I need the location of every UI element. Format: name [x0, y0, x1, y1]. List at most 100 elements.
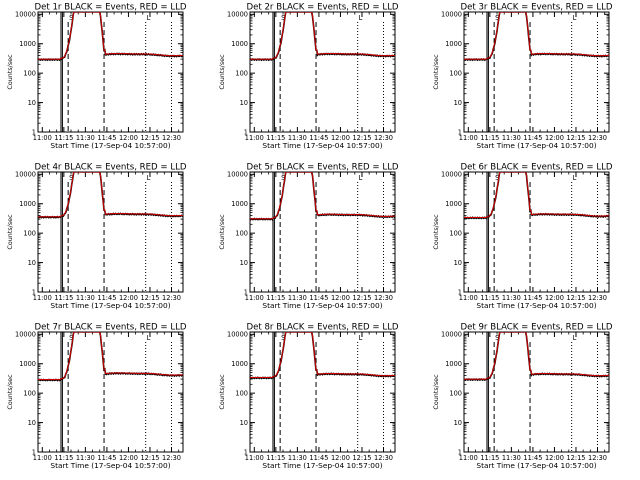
x-tick-label: 11:00 — [459, 134, 478, 142]
detector-panel-5: Det 5r BLACK = Events, RED = LLD 1 10 100 10… — [218, 163, 399, 311]
plot-frame — [37, 331, 184, 453]
x-tick-label: 11:15 — [266, 294, 285, 302]
y-tick-label: 100 — [235, 69, 248, 77]
y-axis-title: Counts/sec — [6, 374, 14, 410]
x-tick-label: 11:00 — [33, 294, 52, 302]
y-tick-label: 10000 — [441, 331, 462, 339]
marker-s: S — [495, 174, 499, 182]
lld-series-line — [464, 332, 609, 380]
panel-title: Det 7r BLACK = Events, RED = LLD — [34, 323, 186, 333]
detector-panel-8: Det 8r BLACK = Events, RED = LLD 1 10 100 10… — [218, 323, 399, 471]
y-tick-label: 10 — [28, 99, 36, 107]
x-tick-label: 12:15 — [566, 134, 585, 142]
y-axis-title: Counts/sec — [218, 214, 226, 250]
marker-s: S — [281, 174, 285, 182]
plot-frame — [463, 331, 610, 453]
y-tick-label: 1000 — [19, 200, 36, 208]
y-tick-label: 10 — [454, 259, 462, 267]
x-tick-label: 11:45 — [309, 454, 328, 462]
y-tick-label: 10000 — [15, 171, 36, 179]
y-tick-label: 10000 — [441, 11, 462, 19]
marker-l: L — [147, 14, 151, 22]
marker-l: L — [573, 14, 577, 22]
x-axis-title: Start Time (17-Sep-04 10:57:00) — [262, 141, 382, 150]
events-series-line — [250, 332, 395, 380]
x-tick-label: 12:30 — [374, 134, 393, 142]
y-tick-label: 1000 — [19, 40, 36, 48]
x-tick-label: 11:15 — [266, 454, 285, 462]
marker-l: L — [147, 174, 151, 182]
lld-series-line — [38, 172, 183, 218]
y-axis-title: Counts/sec — [432, 214, 440, 250]
y-tick-label: 1 — [32, 288, 36, 296]
y-tick-label: 100 — [235, 229, 248, 237]
marker-l: L — [359, 174, 363, 182]
y-tick-label: 10000 — [227, 171, 248, 179]
x-tick-label: 12:30 — [588, 294, 607, 302]
x-tick-label: 12:00 — [545, 454, 564, 462]
events-series-line — [464, 332, 609, 382]
events-series-line — [38, 172, 183, 219]
y-tick-label: 1000 — [231, 200, 248, 208]
events-series-line — [38, 12, 183, 62]
x-tick-label: 11:00 — [459, 454, 478, 462]
x-tick-label: 11:15 — [480, 454, 499, 462]
x-tick-label: 12:15 — [140, 454, 159, 462]
x-tick-label: 12:15 — [352, 134, 371, 142]
x-axis-title: Start Time (17-Sep-04 10:57:00) — [262, 301, 382, 310]
y-tick-label: 10000 — [227, 331, 248, 339]
marker-l: L — [573, 174, 577, 182]
panel-title: Det 3r BLACK = Events, RED = LLD — [460, 3, 612, 13]
x-tick-label: 11:45 — [97, 134, 116, 142]
x-tick-label: 12:15 — [566, 294, 585, 302]
y-tick-label: 100 — [449, 229, 462, 237]
y-tick-label: 100 — [449, 69, 462, 77]
y-tick-label: 1000 — [445, 200, 462, 208]
plot-frame — [463, 11, 610, 133]
x-axis-title: Start Time (17-Sep-04 10:57:00) — [50, 141, 170, 150]
plot-frame — [249, 11, 396, 133]
x-tick-label: 11:30 — [502, 294, 521, 302]
marker-l: L — [359, 14, 363, 22]
detector-panel-2: Det 2r BLACK = Events, RED = LLD 1 10 100 10… — [218, 3, 399, 151]
x-tick-label: 11:00 — [245, 454, 264, 462]
marker-s: S — [69, 334, 73, 342]
y-tick-label: 100 — [23, 229, 36, 237]
marker-l: L — [573, 334, 577, 342]
y-tick-label: 1000 — [445, 40, 462, 48]
x-tick-label: 12:15 — [566, 454, 585, 462]
x-tick-label: 12:30 — [588, 454, 607, 462]
x-axis-title: Start Time (17-Sep-04 10:57:00) — [476, 461, 596, 470]
panel-title: Det 1r BLACK = Events, RED = LLD — [34, 3, 186, 13]
x-tick-label: 11:15 — [266, 134, 285, 142]
x-tick-label: 11:00 — [33, 134, 52, 142]
y-tick-label: 10000 — [15, 11, 36, 19]
marker-s: S — [69, 14, 73, 22]
y-axis-title: Counts/sec — [432, 54, 440, 90]
y-tick-label: 10 — [28, 419, 36, 427]
x-tick-label: 11:30 — [76, 134, 95, 142]
y-tick-label: 1 — [32, 448, 36, 456]
x-tick-label: 12:30 — [588, 134, 607, 142]
marker-s: S — [69, 174, 73, 182]
x-tick-label: 11:00 — [245, 134, 264, 142]
x-tick-label: 12:30 — [374, 294, 393, 302]
y-tick-label: 1 — [458, 448, 462, 456]
x-tick-label: 11:45 — [309, 294, 328, 302]
x-tick-label: 12:15 — [140, 134, 159, 142]
y-tick-label: 1 — [458, 288, 462, 296]
x-axis-title: Start Time (17-Sep-04 10:57:00) — [50, 461, 170, 470]
x-tick-label: 11:00 — [33, 454, 52, 462]
detector-panel-3: Det 3r BLACK = Events, RED = LLD 1 10 100 10… — [432, 3, 613, 151]
y-tick-label: 1000 — [231, 360, 248, 368]
y-tick-label: 10 — [28, 259, 36, 267]
x-tick-label: 11:30 — [288, 454, 307, 462]
x-tick-label: 12:15 — [352, 294, 371, 302]
y-tick-label: 100 — [23, 389, 36, 397]
x-tick-label: 11:45 — [523, 134, 542, 142]
lld-series-line — [250, 12, 395, 60]
x-tick-label: 12:00 — [331, 454, 350, 462]
y-axis-title: Counts/sec — [6, 54, 14, 90]
plot-frame — [37, 11, 184, 133]
x-tick-label: 12:30 — [162, 294, 181, 302]
